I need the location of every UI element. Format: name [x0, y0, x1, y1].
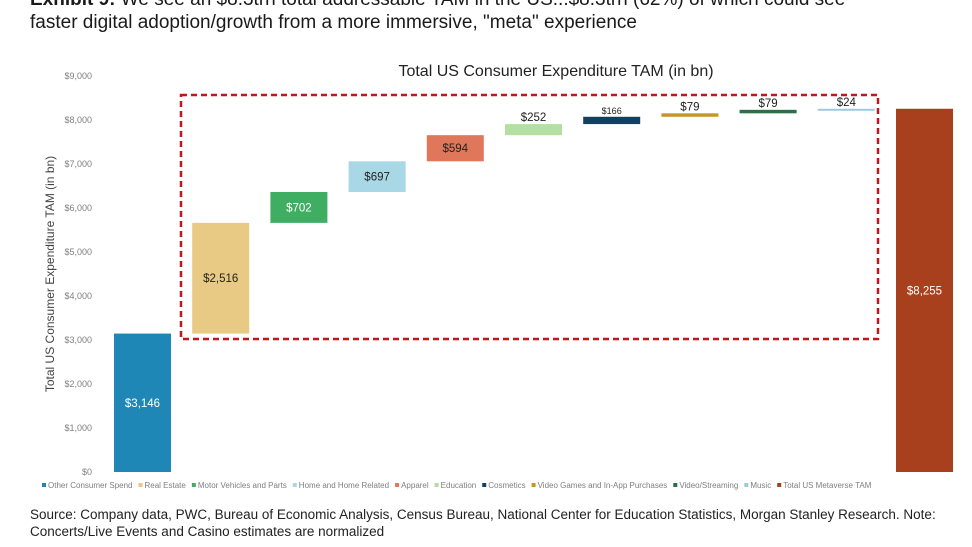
- bar: [114, 333, 171, 472]
- data-label: $702: [286, 202, 312, 214]
- legend-swatch: [292, 483, 297, 487]
- bar: [426, 135, 484, 162]
- legend-swatch: [531, 483, 536, 487]
- legend-entry: Music: [750, 481, 771, 490]
- legend-swatch: [482, 483, 487, 487]
- data-label: $3,146: [125, 398, 160, 410]
- bar: [739, 109, 797, 114]
- legend-entry: Cosmetics: [488, 481, 525, 490]
- legend-swatch: [191, 483, 196, 487]
- data-label: $594: [443, 143, 469, 155]
- data-label: $252: [521, 112, 547, 124]
- legend-swatch: [42, 483, 46, 487]
- data-label: $166: [602, 106, 622, 116]
- source-note: Source: Company data, PWC, Bureau of Eco…: [30, 507, 936, 539]
- y-tick-label: $5,000: [64, 247, 92, 257]
- legend-entry: Real Estate: [145, 481, 187, 490]
- y-tick-label: $7,000: [64, 159, 92, 169]
- exhibit-label: Exhibit 9:: [30, 0, 116, 10]
- bar: [817, 108, 875, 111]
- legend-swatch: [138, 483, 143, 487]
- legend-swatch: [434, 483, 439, 487]
- data-label: $697: [364, 172, 390, 184]
- exhibit-title-text-1: We see an $8.3trn total addressable TAM …: [121, 0, 846, 10]
- y-tick-label: $2,000: [64, 379, 92, 389]
- legend-swatch: [777, 483, 782, 487]
- y-tick-label: $1,000: [64, 423, 92, 433]
- exhibit-title-line-2: faster digital adoption/growth from a mo…: [30, 12, 637, 33]
- bar: [348, 161, 406, 192]
- waterfall-chart: Total US Consumer Expenditure TAM (in bn…: [42, 63, 953, 490]
- legend-entry: Apparel: [401, 481, 429, 490]
- legend-entry: Home and Home Related: [299, 481, 389, 490]
- bar: [896, 108, 953, 472]
- y-tick-label: $3,000: [64, 335, 92, 345]
- chart-title: Total US Consumer Expenditure TAM (in bn…: [398, 63, 713, 80]
- legend-swatch: [673, 483, 678, 487]
- data-label: $79: [759, 98, 778, 110]
- legend-entry: Motor Vehicles and Parts: [198, 481, 287, 490]
- data-label: $8,255: [907, 285, 942, 297]
- data-label: $2,516: [203, 273, 238, 285]
- y-tick-label: $9,000: [64, 71, 92, 81]
- bar: [192, 222, 250, 334]
- legend-swatch: [395, 483, 400, 487]
- legend-entry: Video Games and In-App Purchases: [538, 481, 668, 490]
- bar: [583, 116, 641, 125]
- y-tick-label: $0: [82, 467, 92, 477]
- legend-entry: Total US Metaverse TAM: [783, 481, 872, 490]
- data-label: $79: [680, 101, 699, 113]
- bar: [270, 191, 328, 223]
- legend-entry: Other Consumer Spend: [48, 481, 133, 490]
- legend-swatch: [744, 483, 749, 487]
- bar: [505, 124, 562, 136]
- legend-entry: Video/Streaming: [679, 481, 738, 490]
- highlight-dashed-box: [179, 93, 880, 341]
- exhibit-title-line-1: Exhibit 9: We see an $8.3trn total addre…: [30, 0, 970, 11]
- legend-entry: Education: [441, 481, 477, 490]
- y-tick-label: $4,000: [64, 291, 92, 301]
- exhibit-title: Exhibit 9: We see an $8.3trn total addre…: [30, 0, 970, 34]
- y-axis-title: Total US Consumer Expenditure TAM (in bn…: [43, 156, 57, 392]
- y-tick-label: $6,000: [64, 203, 92, 213]
- y-tick-label: $8,000: [64, 115, 92, 125]
- bar: [661, 113, 719, 117]
- data-label: $24: [837, 97, 857, 109]
